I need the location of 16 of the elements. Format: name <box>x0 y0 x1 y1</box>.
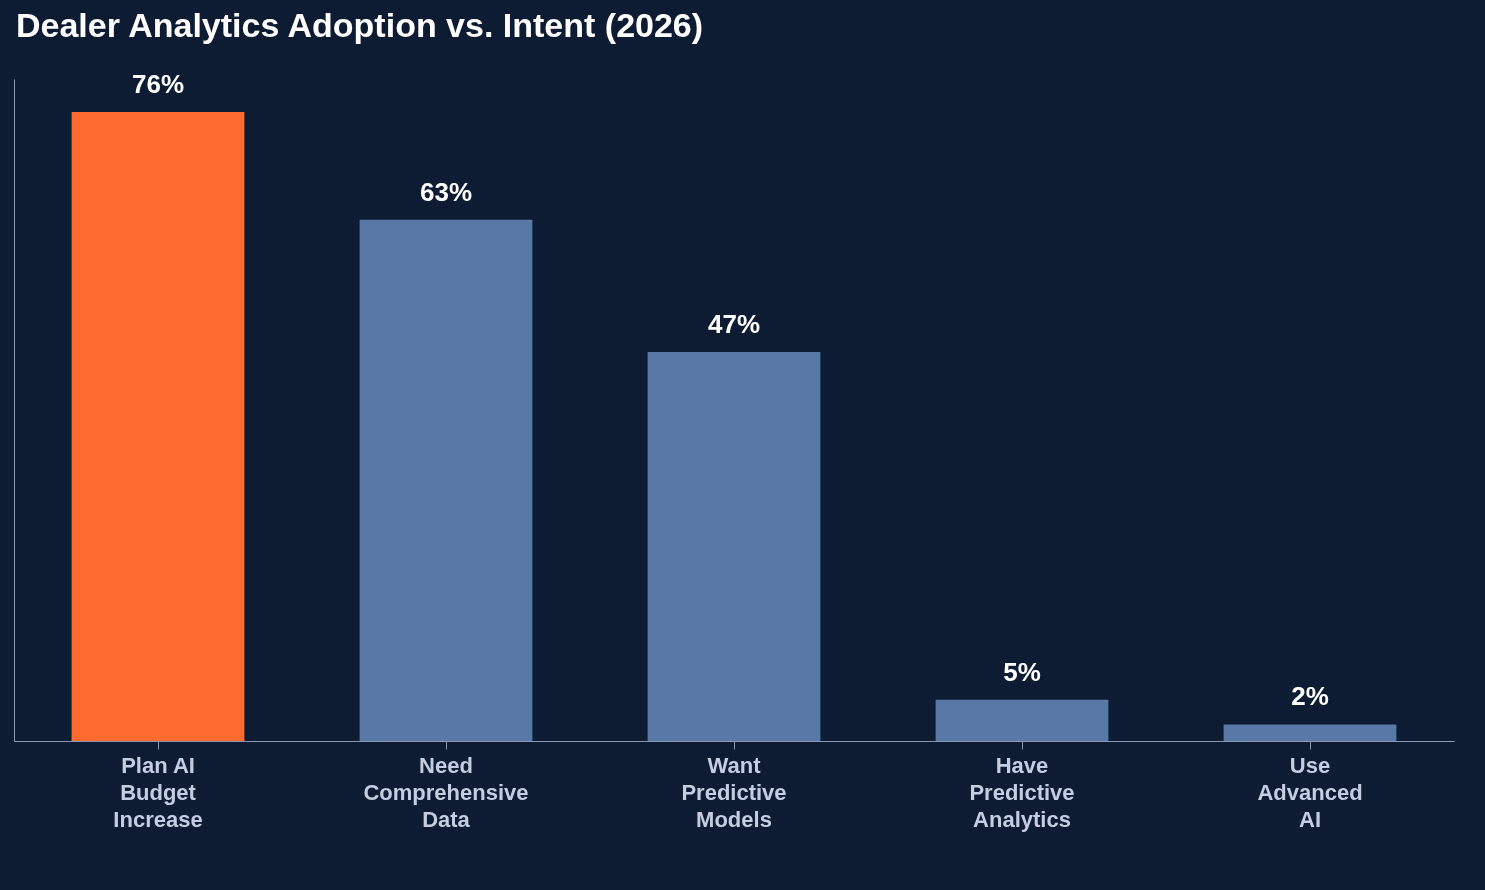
bar <box>935 699 1109 741</box>
x-tick-label: Want Predictive Models <box>681 752 787 832</box>
bar <box>359 219 533 741</box>
data-label: 2% <box>1291 681 1329 712</box>
x-tick-label: Use Advanced AI <box>1257 752 1363 832</box>
x-tick-label: Plan AI Budget Increase <box>113 752 203 832</box>
data-label: 5% <box>1003 656 1041 687</box>
x-tick-label: Have Predictive Analytics <box>969 752 1075 832</box>
bar <box>71 112 245 741</box>
data-label: 63% <box>419 176 473 207</box>
bar <box>647 352 821 741</box>
x-tick-label: Need Comprehensive Data <box>363 752 529 832</box>
chart-title: Dealer Analytics Adoption vs. Intent (2026) <box>16 6 704 45</box>
bar <box>1223 724 1397 741</box>
data-label: 76% <box>131 69 185 100</box>
data-label: 47% <box>707 309 761 340</box>
